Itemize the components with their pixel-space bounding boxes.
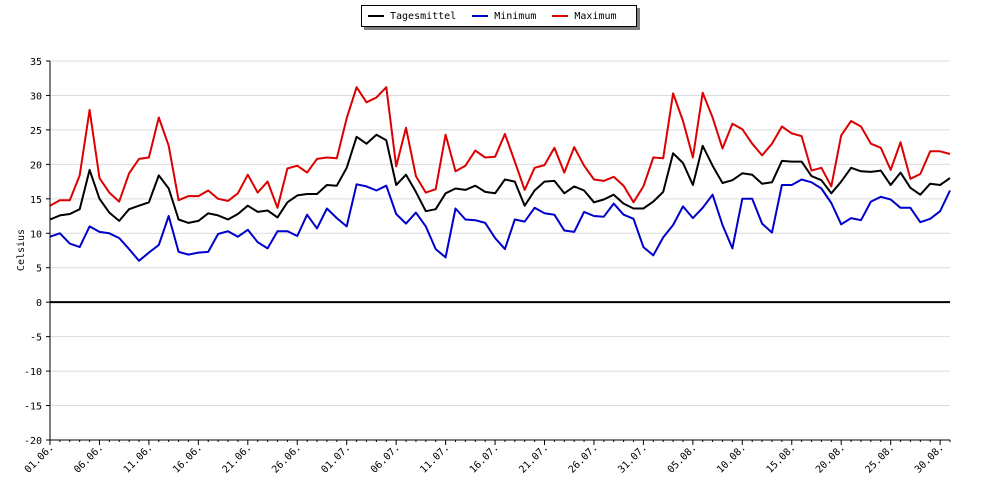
x-tick-label: 31.07. [616, 442, 649, 475]
legend: Tagesmittel Minimum Maximum [361, 5, 637, 27]
legend-swatch-maximum [552, 15, 569, 17]
x-tick-label: 16.06. [171, 442, 204, 475]
series-line-maximum [49, 86, 951, 209]
y-tick-label: 5 [36, 264, 42, 275]
x-tick-label: 25.08. [863, 442, 896, 475]
x-tick-label: 21.06. [221, 442, 254, 475]
x-tick-label: 11.06. [122, 442, 155, 475]
axes: -20 -15 -10 -5 0 5 10 15 20 25 30 35 01.06. 06.06. 11.… [23, 57, 951, 476]
y-tick-label: 25 [30, 126, 42, 137]
legend-label-maximum: Maximum [574, 10, 617, 22]
grid-lines [50, 60, 950, 441]
x-tick-label: 01.07. [320, 442, 353, 475]
x-tick-label: 06.07. [369, 442, 402, 475]
y-tick-label: 20 [30, 160, 42, 171]
x-tick-label: 10.08. [715, 442, 748, 475]
y-tick-label: -15 [24, 402, 42, 413]
x-tick-label: 30.08. [913, 442, 946, 475]
y-tick-label: 10 [30, 229, 42, 240]
x-tick-label: 26.07. [567, 442, 600, 475]
x-tick-label: 16.07. [468, 442, 501, 475]
x-tick-label: 06.06. [72, 442, 105, 475]
series-line-tagesmittel [49, 133, 951, 224]
x-tick-label: 05.08. [666, 442, 699, 475]
y-tick-label: -20 [24, 436, 42, 447]
legend-label-minimum: Minimum [494, 10, 537, 22]
x-tick-label: 26.06. [270, 442, 303, 475]
x-tick-label: 21.07. [517, 442, 550, 475]
x-tick-label: 01.06. [23, 442, 56, 475]
y-tick-label: 15 [30, 195, 42, 206]
y-tick-label: -10 [24, 367, 42, 378]
y-axis-title: Celsius [16, 229, 27, 271]
x-tick-label: 20.08. [814, 442, 847, 475]
x-tick-label: 15.08. [765, 442, 798, 475]
legend-item-maximum: Maximum [552, 10, 617, 22]
x-tick-label: 11.07. [418, 442, 451, 475]
y-tick-label: 0 [36, 298, 42, 309]
legend-label-tagesmittel: Tagesmittel [390, 10, 457, 22]
legend-item-tagesmittel: Tagesmittel [368, 11, 456, 22]
series-lines [49, 86, 951, 262]
y-tick-label: 30 [30, 91, 42, 102]
legend-swatch-minimum [472, 15, 489, 17]
y-tick-label: -5 [30, 333, 42, 344]
series-line-minimum [49, 178, 951, 262]
legend-item-minimum: Minimum [472, 11, 536, 22]
legend-swatch-tagesmittel [368, 15, 384, 17]
y-tick-label: 35 [30, 57, 42, 68]
